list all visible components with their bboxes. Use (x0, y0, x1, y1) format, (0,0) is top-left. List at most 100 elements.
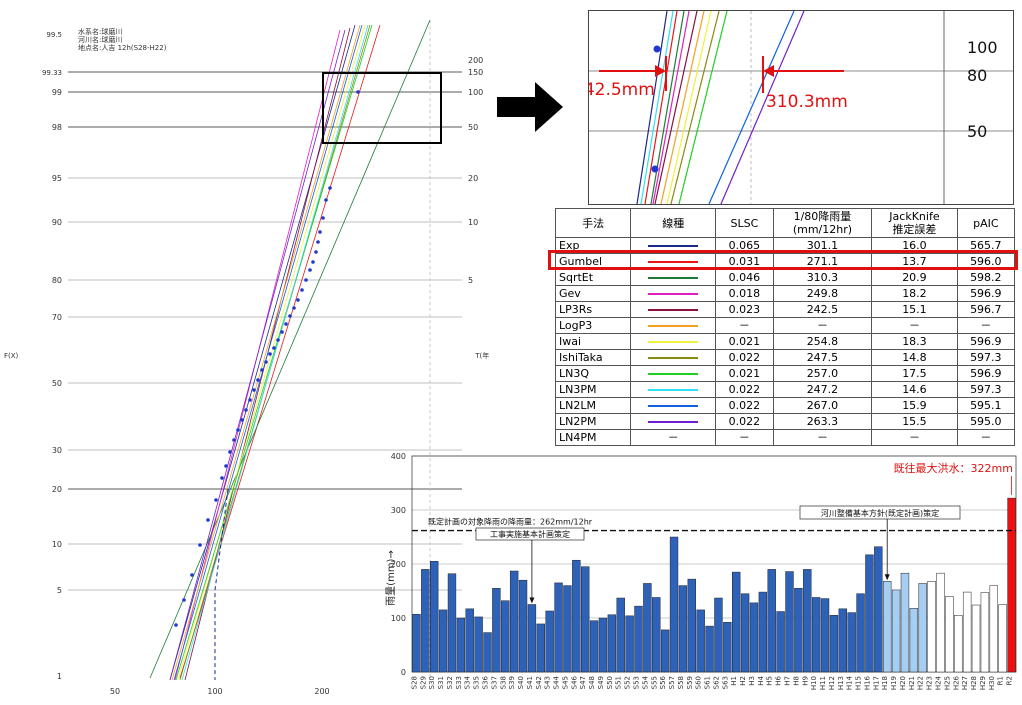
table-cell-jk: 15.1 (871, 301, 958, 318)
method-name: LogP3 (554, 317, 632, 334)
bar-x-tick: H30 (988, 676, 996, 690)
table-header-cell: SLSC (715, 208, 774, 238)
bar-x-tick: S49 (597, 676, 605, 689)
table-cell-jk: 15.5 (871, 413, 958, 430)
plan-line-label: 既定計画の対象降雨の降雨量：262mm/12hr (428, 517, 593, 527)
method-name: LN3PM (554, 381, 632, 398)
bar (430, 561, 439, 673)
observed-point (252, 388, 256, 392)
table-cell-jk: 14.8 (871, 349, 958, 366)
table-cell-slsc: 0.018 (715, 285, 774, 302)
table-cell-jk: － (871, 317, 958, 334)
table-row: LogP3 －－－－ (554, 317, 1016, 334)
observed-point (190, 573, 194, 577)
bar (643, 583, 652, 673)
left-tick-label: 99.33 (42, 69, 62, 77)
bar-y-label: 雨量(mm)→ (385, 550, 397, 606)
left-tick-label: 99.5 (46, 31, 62, 39)
bar-x-tick: H3 (748, 676, 756, 686)
observed-point (206, 518, 210, 522)
bar-x-tick: S58 (677, 676, 685, 689)
bar (989, 585, 998, 673)
table-cell-rain: 247.2 (772, 381, 873, 398)
observed-point (300, 288, 304, 292)
line-swatch (630, 381, 717, 398)
annotation-label: 工事実施基本計画策定 (490, 529, 570, 539)
bar-x-tick: H28 (970, 676, 978, 690)
gumbel-highlight (548, 250, 1018, 270)
bar (589, 620, 599, 673)
bar-x-tick: S36 (482, 675, 490, 689)
bar (820, 598, 830, 673)
observed-point (198, 543, 202, 547)
table-cell-jk: 14.6 (871, 381, 958, 398)
bar (856, 593, 865, 673)
bar (456, 617, 466, 673)
table-cell-jk: 20.9 (871, 269, 958, 286)
observed-point (316, 240, 320, 244)
table-cell-slsc: 0.046 (715, 269, 774, 286)
bar (438, 609, 448, 673)
table-header-cell: 線種 (630, 208, 717, 238)
station-info: 地点名:人吉 12h(S28-H22) (78, 43, 167, 52)
observed-point (311, 260, 315, 264)
zoom-fit-line (660, 10, 705, 205)
bar (527, 604, 537, 673)
zoom-box (322, 72, 442, 144)
bar (509, 570, 519, 673)
bar-x-tick: S42 (535, 676, 543, 689)
table-cell-jk: 18.3 (871, 333, 958, 350)
bar (847, 612, 856, 673)
bar-x-tick: S30 (428, 676, 436, 689)
left-axis-label: F(X) (4, 352, 19, 360)
fit-line (149, 19, 431, 679)
observed-point (321, 216, 325, 220)
observed-point (214, 498, 218, 502)
line-swatch (630, 413, 717, 430)
right-tick-label: 50 (468, 123, 478, 132)
bar-x-tick: S52 (624, 676, 632, 689)
bar-x-tick: H24 (935, 675, 943, 690)
zoom-label: 100 (967, 38, 998, 57)
bar-x-tick: S41 (526, 676, 534, 689)
observed-point (284, 322, 288, 326)
bar-x-tick: S56 (659, 675, 667, 689)
left-tick-label: 1 (57, 672, 62, 681)
table-row: Gev 0.018 249.8 18.2 596.9 (554, 285, 1016, 302)
bar (705, 625, 714, 673)
bar-x-tick: H11 (819, 676, 827, 690)
bar-x-tick: H17 (872, 676, 880, 690)
observed-point (260, 368, 264, 372)
method-table: 手法 線種 SLSC 1/80降雨量 (mm/12hr) JackKnife 推定誤差 pAI… (554, 208, 1016, 446)
probability-plot: 99.5 99.33 99 98 95 90 80 70 50 30 20 10 5 1 200 150 100… (0, 0, 492, 701)
table-cell-paic: 598.2 (956, 269, 1016, 286)
bar-x-tick: H13 (837, 676, 845, 690)
right-tick-label: 5 (468, 276, 473, 285)
bar (598, 617, 608, 673)
table-cell-slsc: 0.021 (715, 333, 774, 350)
bar (749, 602, 759, 673)
table-row: Exp 0.065 301.1 16.0 565.7 (554, 237, 1016, 254)
bar-x-tick: S40 (517, 676, 525, 689)
bar-x-tick: S61 (704, 676, 712, 689)
table-cell-jk: － (871, 429, 958, 446)
bar-x-tick: H8 (792, 676, 800, 686)
bar-x-tick: H2 (739, 676, 747, 686)
table-row: Gumbel 0.031 271.1 13.7 596.0 (554, 253, 1016, 270)
right-tick-label: 200 (468, 56, 483, 65)
observed-point (256, 378, 260, 382)
table-row: SqrtEt 0.046 310.3 20.9 598.2 (554, 269, 1016, 286)
bar (794, 588, 803, 673)
bar (918, 583, 927, 673)
bar-x-tick: H9 (801, 676, 809, 686)
left-tick-label: 50 (52, 379, 62, 388)
bar-x-tick: H10 (810, 676, 818, 690)
x-tick-label: 50 (110, 687, 120, 696)
bar-x-tick: S53 (633, 676, 641, 689)
observed-point (328, 186, 332, 190)
right-tick-label: 100 (468, 88, 483, 97)
bar-x-tick: S35 (473, 676, 481, 689)
method-name: LN2LM (554, 397, 632, 414)
observed-point (356, 90, 360, 94)
bar (838, 608, 847, 673)
